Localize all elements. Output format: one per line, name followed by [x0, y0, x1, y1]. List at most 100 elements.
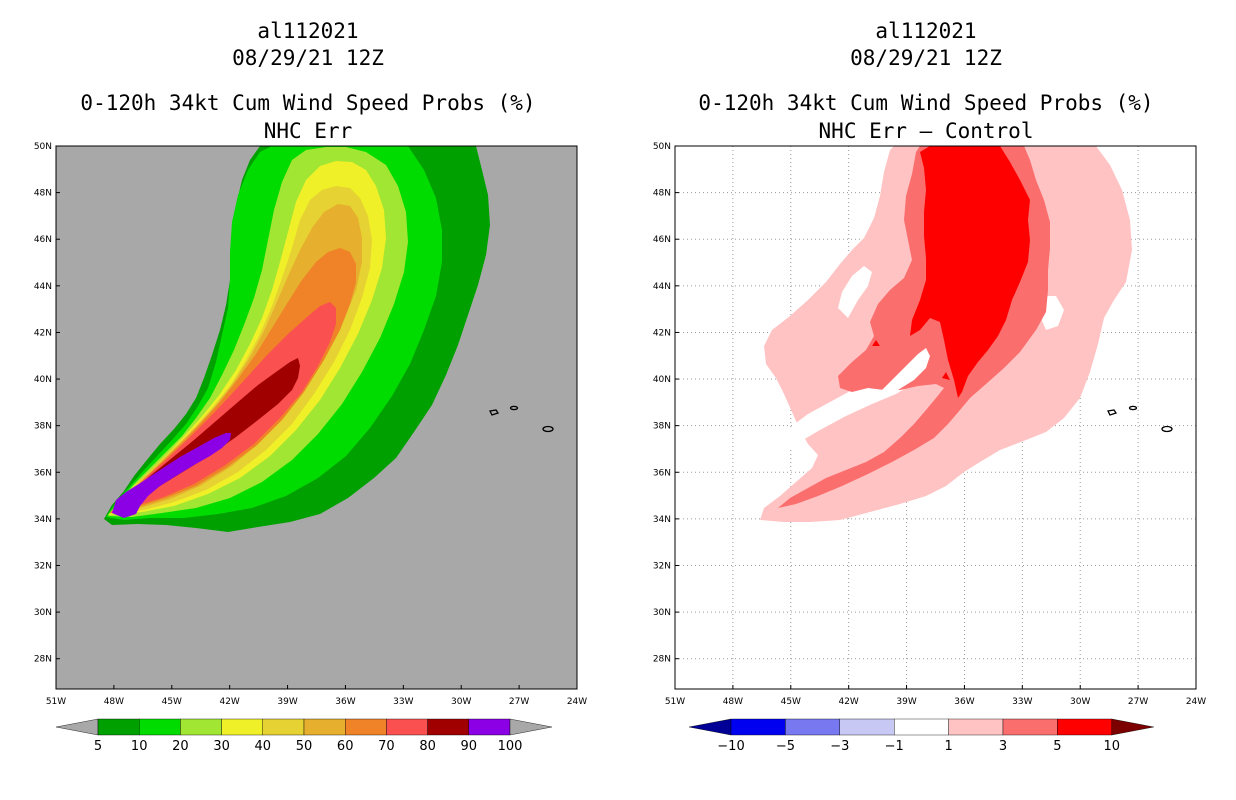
contour-50	[110, 204, 362, 513]
island-outline	[509, 405, 519, 411]
colorbar-label: 10	[131, 739, 148, 754]
colorbar-label: 10	[1104, 739, 1121, 754]
left-map: 51W 48W 45W 42W 39W 36W 33W 30W 27W 24W 28N 30N 32N 3…	[34, 142, 587, 754]
colorbar-swatch	[785, 718, 841, 736]
x-tick-label: 24W	[567, 697, 587, 707]
left-coastline	[489, 405, 554, 433]
colorbar-over-triangle	[509, 718, 553, 736]
y-tick-label: 40N	[653, 375, 671, 385]
right-difference-contours	[760, 146, 1132, 522]
island-outline	[1128, 405, 1138, 411]
y-tick-label: 34N	[653, 515, 671, 525]
x-tick-label: 24W	[1186, 697, 1206, 707]
colorbar-swatch	[427, 718, 470, 736]
y-tick-label: 48N	[34, 189, 52, 199]
contour-60	[110, 248, 356, 513]
left-probability-contours	[104, 146, 490, 532]
y-tick-label: 48N	[653, 189, 671, 199]
x-tick-label: 51W	[46, 697, 66, 707]
contour-90	[112, 433, 231, 518]
left-title: 0-120h 34kt Cum Wind Speed Probs (%)	[80, 91, 536, 115]
colorbar-swatch	[138, 718, 181, 736]
colorbar-label: 1	[944, 739, 952, 754]
x-tick-label: 42W	[219, 697, 239, 707]
colorbar-swatch	[730, 718, 786, 736]
right-map: 51W 48W 45W 42W 39W 36W 33W 30W 27W 24W 28N 30N 32N 3…	[653, 142, 1206, 754]
x-tick-label: 33W	[393, 697, 413, 707]
contour-plus5	[910, 146, 1030, 398]
colorbar-label: 80	[419, 739, 436, 754]
x-tick-label: 36W	[954, 697, 974, 707]
x-tick-label: 36W	[335, 697, 355, 707]
left-axes: 51W 48W 45W 42W 39W 36W 33W 30W 27W 24W 28N 30N 32N 3…	[34, 142, 587, 707]
colorbar-label: 40	[255, 739, 272, 754]
x-tick-label: 51W	[665, 697, 685, 707]
colorbar-swatch	[97, 718, 140, 736]
y-tick-label: 30N	[653, 608, 671, 618]
x-tick-label: 42W	[838, 697, 858, 707]
left-colorbar: 5 10 20 30 40 50 60 70 80 90 100	[55, 718, 553, 754]
island-outline	[542, 425, 554, 433]
island-outline	[1107, 409, 1118, 416]
contour-plus5	[872, 340, 880, 346]
colorbar-label: 100	[498, 739, 523, 754]
island-outline	[1161, 425, 1173, 433]
y-tick-label: 30N	[34, 608, 52, 618]
left-subtitle: NHC Err	[263, 119, 353, 143]
y-tick-label: 32N	[653, 561, 671, 571]
y-tick-label: 38N	[34, 422, 52, 432]
colorbar-swatch	[221, 718, 264, 736]
right-storm-id: al112021	[875, 19, 977, 43]
x-tick-label: 27W	[1128, 697, 1148, 707]
colorbar-swatch	[1002, 718, 1058, 736]
y-tick-label: 38N	[653, 422, 671, 432]
y-tick-label: 36N	[34, 468, 52, 478]
y-tick-label: 44N	[653, 282, 671, 292]
colorbar-swatch	[468, 718, 511, 736]
y-tick-label: 46N	[34, 235, 52, 245]
colorbar-label: −10	[717, 739, 744, 754]
x-tick-label: 33W	[1012, 697, 1032, 707]
x-tick-label: 30W	[1070, 697, 1090, 707]
x-tick-label: 45W	[781, 697, 801, 707]
y-tick-label: 42N	[34, 328, 52, 338]
colorbar-swatch	[1057, 718, 1113, 736]
contour-plus5	[942, 372, 950, 380]
colorbar-under-triangle	[688, 718, 732, 736]
colorbar-label: −3	[830, 739, 849, 754]
colorbar-swatch	[180, 718, 222, 736]
x-tick-label: 30W	[451, 697, 471, 707]
y-tick-label: 28N	[653, 655, 671, 665]
colorbar-over-triangle	[1111, 718, 1154, 736]
y-tick-label: 42N	[653, 328, 671, 338]
right-coastline	[1107, 405, 1173, 433]
colorbar-swatch	[303, 718, 346, 736]
colorbar-swatch	[262, 718, 305, 736]
colorbar-under-triangle	[55, 718, 99, 736]
y-tick-label: 32N	[34, 561, 52, 571]
colorbar-label: 3	[999, 739, 1007, 754]
contour-70	[110, 302, 336, 513]
contour-plus3	[900, 436, 910, 446]
colorbar-label: 30	[213, 739, 230, 754]
x-tick-label: 48W	[104, 697, 124, 707]
right-axes: 51W 48W 45W 42W 39W 36W 33W 30W 27W 24W 28N 30N 32N 3…	[653, 142, 1206, 707]
contour-gap	[838, 266, 872, 318]
colorbar-label: −1	[885, 739, 904, 754]
y-tick-label: 50N	[653, 142, 671, 152]
colorbar-label: 5	[94, 739, 102, 754]
right-title: 0-120h 34kt Cum Wind Speed Probs (%)	[698, 91, 1154, 115]
colorbar-swatch	[386, 718, 428, 736]
y-tick-label: 34N	[34, 515, 52, 525]
x-tick-label: 48W	[723, 697, 743, 707]
x-tick-label: 45W	[162, 697, 182, 707]
colorbar-label: 90	[461, 739, 478, 754]
colorbar-label: 20	[172, 739, 189, 754]
right-colorbar: −10 −5 −3 −1 1 3 5 10	[688, 718, 1154, 754]
left-storm-id: al112021	[257, 19, 359, 43]
x-tick-label: 27W	[509, 697, 529, 707]
left-map-frame	[55, 145, 578, 690]
colorbar-label: 60	[337, 739, 354, 754]
colorbar-label: −5	[776, 739, 795, 754]
